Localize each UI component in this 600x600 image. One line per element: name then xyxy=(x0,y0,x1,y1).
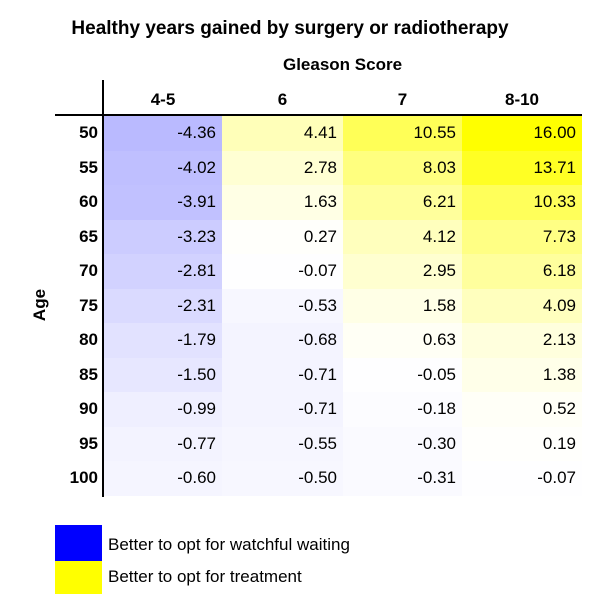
column-header: 7 xyxy=(397,90,408,109)
row-header: 50 xyxy=(79,123,98,142)
heatmap-cell: 8.03 xyxy=(343,150,462,186)
heatmap-cell: 0.19 xyxy=(462,426,582,462)
column-header: 6 xyxy=(277,90,288,109)
heatmap-cell: -0.99 xyxy=(104,392,222,427)
heatmap-cell: -0.71 xyxy=(222,357,343,393)
row-header: 70 xyxy=(79,261,98,280)
heatmap-cell: -0.50 xyxy=(222,461,343,496)
legend-label-treatment: Better to opt for treatment xyxy=(108,567,302,586)
column-header: 4-5 xyxy=(150,90,176,109)
legend-swatch-blue xyxy=(55,525,102,561)
heatmap-cell: -0.07 xyxy=(222,254,343,289)
heatmap-cell: -1.79 xyxy=(104,323,222,358)
row-header: 55 xyxy=(79,157,98,177)
heatmap-cell: 4.12 xyxy=(343,219,462,255)
heatmap-cell: 2.78 xyxy=(222,150,343,186)
chart-title: Healthy years gained by surgery or radio… xyxy=(71,18,509,39)
heatmap-cell: -0.53 xyxy=(222,288,343,324)
heatmap-cell: 4.09 xyxy=(462,288,582,324)
heatmap-cell: -0.77 xyxy=(104,426,222,462)
heatmap-cell: 16.00 xyxy=(462,116,582,151)
vertical-divider xyxy=(102,80,104,497)
heatmap-cell: -0.18 xyxy=(343,392,462,427)
heatmap-cell: -0.68 xyxy=(222,323,343,358)
heatmap-cell: 6.18 xyxy=(462,254,582,289)
heatmap-cell: 0.27 xyxy=(222,219,343,255)
heatmap-cell: -3.23 xyxy=(104,219,222,255)
y-axis-label: Age xyxy=(30,288,49,322)
heatmap-cell: -3.91 xyxy=(104,185,222,220)
row-header: 75 xyxy=(79,295,98,315)
heatmap-cell: 2.95 xyxy=(343,254,462,289)
heatmap-cell: -0.55 xyxy=(222,426,343,462)
heatmap-cell: -0.31 xyxy=(343,461,462,496)
heatmap-cell: -4.36 xyxy=(104,116,222,151)
heatmap-cell: 10.33 xyxy=(462,185,582,220)
heatmap-cell: 0.52 xyxy=(462,392,582,427)
heatmap-cell: 10.55 xyxy=(343,116,462,151)
heatmap-cell: -2.81 xyxy=(104,254,222,289)
row-header: 85 xyxy=(79,364,98,384)
legend-label-waiting: Better to opt for watchful waiting xyxy=(108,535,350,554)
row-header: 60 xyxy=(79,192,98,211)
horizontal-divider xyxy=(55,114,582,116)
heatmap-cell: 2.13 xyxy=(462,323,582,358)
heatmap-cell: 13.71 xyxy=(462,150,582,186)
heatmap-cell: 4.41 xyxy=(222,116,343,151)
heatmap-cell: 6.21 xyxy=(343,185,462,220)
heatmap-cell: -0.07 xyxy=(462,461,582,496)
row-header: 80 xyxy=(79,330,98,349)
row-header: 65 xyxy=(79,226,98,246)
heatmap-cell: -0.05 xyxy=(343,357,462,393)
heatmap-cell: 0.63 xyxy=(343,323,462,358)
heatmap-cell: 7.73 xyxy=(462,219,582,255)
heatmap-cell: -0.30 xyxy=(343,426,462,462)
heatmap-cell: -0.71 xyxy=(222,392,343,427)
row-header: 100 xyxy=(69,468,98,487)
heatmap-cell: -2.31 xyxy=(104,288,222,324)
heatmap-cell: -4.02 xyxy=(104,150,222,186)
heatmap-cell: 1.38 xyxy=(462,357,582,393)
heatmap-cell: 1.63 xyxy=(222,185,343,220)
row-header: 90 xyxy=(79,399,98,418)
heatmap-cell: 1.58 xyxy=(343,288,462,324)
column-header: 8-10 xyxy=(504,90,540,109)
heatmap-cell: -0.60 xyxy=(104,461,222,496)
x-axis-label: Gleason Score xyxy=(282,55,403,74)
heatmap-cell: -1.50 xyxy=(104,357,222,393)
legend-swatch-yellow xyxy=(55,561,102,594)
row-header: 95 xyxy=(79,433,98,453)
